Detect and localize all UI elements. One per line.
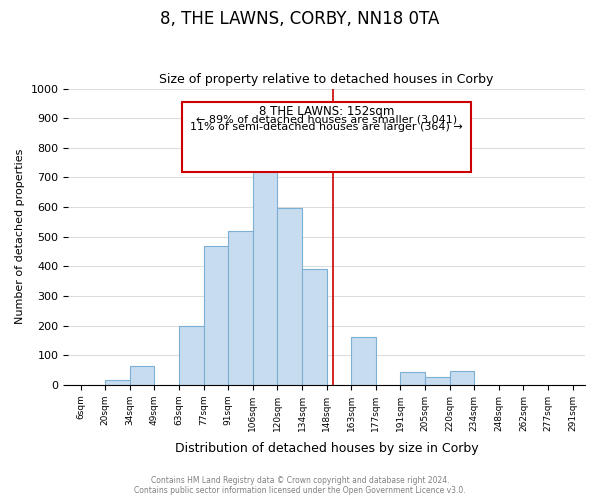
- Bar: [277, 208, 302, 385]
- Bar: [425, 377, 449, 385]
- Text: Contains HM Land Registry data © Crown copyright and database right 2024.
Contai: Contains HM Land Registry data © Crown c…: [134, 476, 466, 495]
- Text: 8, THE LAWNS, CORBY, NN18 0TA: 8, THE LAWNS, CORBY, NN18 0TA: [160, 10, 440, 28]
- FancyBboxPatch shape: [182, 102, 472, 172]
- Bar: [400, 372, 425, 385]
- Bar: [449, 371, 474, 385]
- Bar: [130, 366, 154, 385]
- Bar: [179, 326, 203, 385]
- Bar: [253, 161, 277, 385]
- Text: 8 THE LAWNS: 152sqm: 8 THE LAWNS: 152sqm: [259, 106, 394, 118]
- Y-axis label: Number of detached properties: Number of detached properties: [15, 149, 25, 324]
- Bar: [105, 380, 130, 385]
- Bar: [351, 338, 376, 385]
- X-axis label: Distribution of detached houses by size in Corby: Distribution of detached houses by size …: [175, 442, 478, 455]
- Text: ← 89% of detached houses are smaller (3,041): ← 89% of detached houses are smaller (3,…: [196, 114, 457, 124]
- Title: Size of property relative to detached houses in Corby: Size of property relative to detached ho…: [160, 73, 494, 86]
- Bar: [302, 270, 326, 385]
- Text: 11% of semi-detached houses are larger (364) →: 11% of semi-detached houses are larger (…: [190, 122, 463, 132]
- Bar: [203, 246, 228, 385]
- Bar: [228, 231, 253, 385]
